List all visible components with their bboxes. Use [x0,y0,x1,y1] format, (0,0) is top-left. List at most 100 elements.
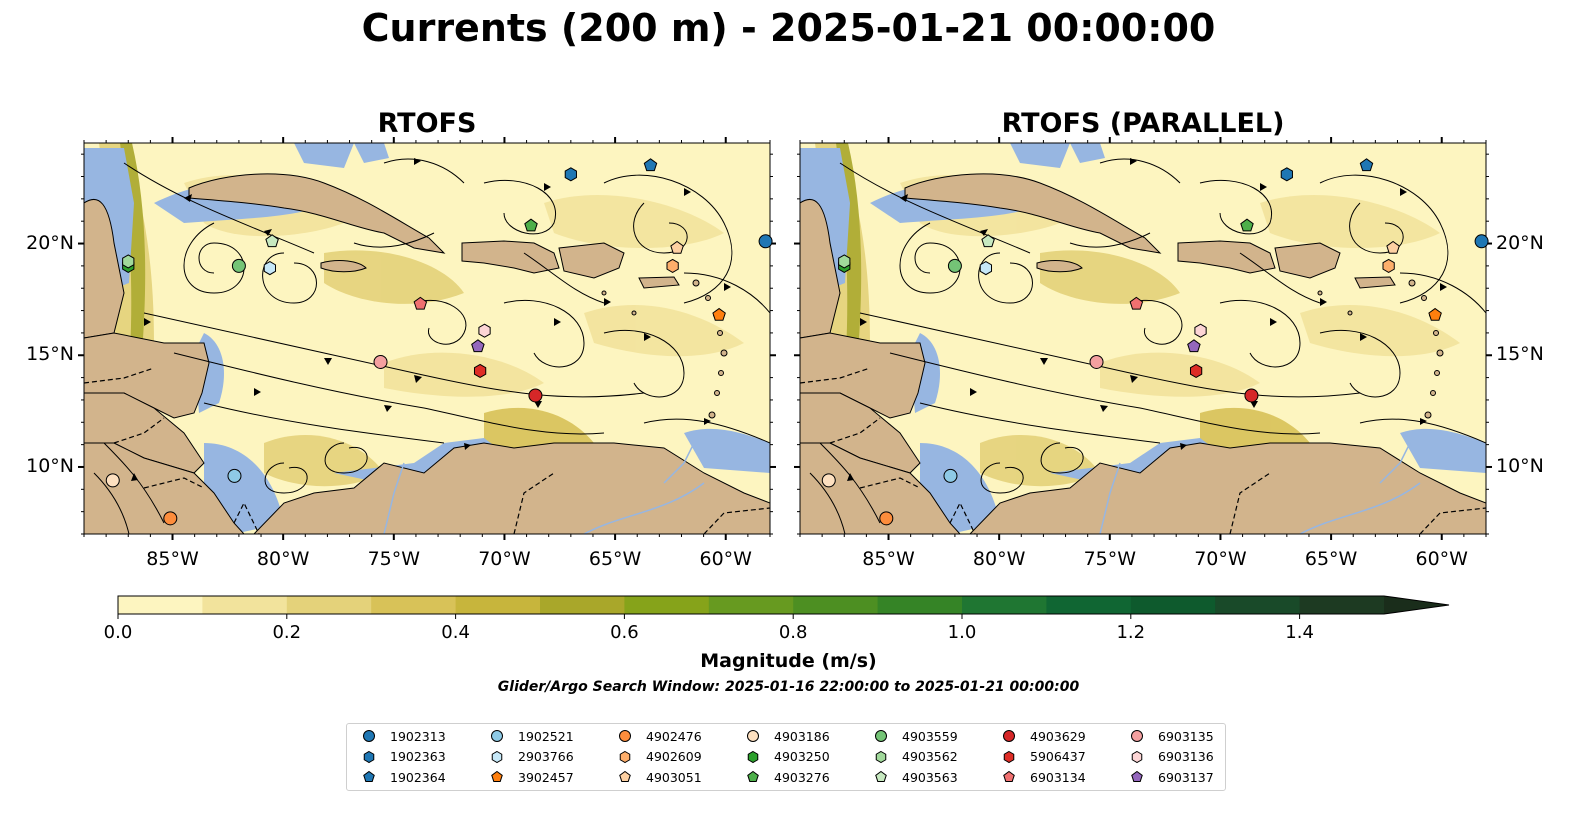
legend-item: 4903563 [874,767,958,787]
legend-marker-4903250 [747,750,759,763]
legend-marker-1902364 [363,770,375,782]
lat-tick-label: 10°N [1496,454,1544,477]
legend-label: 6903134 [1030,769,1086,785]
float-marker-6903137 [471,339,485,353]
legend-label: 6903137 [1158,769,1214,785]
axis-ticks [78,137,1492,540]
legend-marker-icon [363,730,375,742]
float-marker-6903134 [413,296,428,310]
float-marker-5906437 [473,363,487,378]
map-panel-rtofs [84,143,770,534]
colorbar-tick-label: 0.2 [272,622,302,643]
legend-marker-icon [619,750,631,763]
lon-tick-label: 75°W [1083,548,1137,570]
float-marker-4903559 [947,258,962,273]
legend-item: 4903250 [746,747,830,767]
legend-item: 1902521 [490,726,574,746]
legend-marker-1902313 [363,730,375,742]
legend-item: 4903051 [618,767,702,787]
float-marker-2903766 [263,261,277,276]
float-marker-4903051 [1386,240,1400,254]
legend-label: 4903276 [774,769,830,785]
float-marker-4903051 [670,240,684,254]
colorbar-tick-label: 1.0 [947,622,977,643]
float-marker-4902476 [879,511,894,526]
float-marker-1902313 [1474,234,1489,249]
legend-label: 5906437 [1030,749,1086,764]
panel-title-right: RTOFS (PARALLEL) [1001,108,1285,139]
legend-marker-1902521 [491,730,503,742]
lat-tick-label: 15°N [1496,343,1544,366]
legend-marker-4903559 [875,730,887,742]
legend-marker-4902609 [619,750,631,763]
legend-marker-3902457 [491,770,503,782]
float-marker-1902364 [643,158,658,172]
lon-tick-label: 65°W [588,548,642,570]
legend-item: 6903135 [1130,726,1214,746]
float-marker-4902476 [163,511,178,526]
legend-marker-icon [875,750,887,763]
float-marker-3902457 [712,307,726,321]
legend-item: 6903136 [1130,747,1214,767]
legend-marker-icon [747,750,759,763]
legend-marker-4903051 [619,770,631,782]
colorbar-tick-label: 0.6 [610,622,639,643]
legend-item: 3902457 [490,767,574,787]
legend-marker-icon [1131,730,1143,742]
legend-item: 4902609 [618,747,702,767]
legend-item: 6903137 [1130,767,1214,787]
legend-item: 1902363 [362,747,446,767]
float-marker-1902364 [1359,158,1374,172]
legend-marker-icon [875,730,887,742]
legend-marker-1902363 [363,750,375,763]
float-marker-4902609 [1382,258,1395,273]
legend-label: 4903051 [646,769,702,785]
float-legend: 1902313 1902363 1902364 1902521 2903766 39024… [346,723,1226,791]
legend-label: 1902313 [390,728,446,744]
float-marker-4903276 [1240,218,1254,232]
float-marker-1902521 [943,468,958,483]
legend-marker-icon [491,730,503,742]
legend-marker-icon [1131,750,1143,763]
float-marker-1902313 [758,234,773,249]
float-marker-4903186 [105,473,120,488]
legend-marker-icon [491,770,503,782]
legend-item: 4903629 [1002,726,1086,746]
legend-marker-icon [491,750,503,763]
legend-marker-4903563 [875,770,887,782]
legend-label: 4902476 [646,728,702,744]
legend-marker-4903562 [875,750,887,763]
legend-item: 4903562 [874,747,958,767]
legend-marker-icon [747,770,759,782]
legend-marker-4903186 [747,730,759,742]
lon-tick-label: 60°W [1415,548,1468,570]
figure-title: Currents (200 m) - 2025-01-21 00:00:00 [361,6,1216,50]
legend-marker-4902476 [619,730,631,742]
legend-label: 4903186 [774,728,830,744]
legend-item: 4903559 [874,726,958,746]
legend-marker-icon [1003,750,1015,763]
legend-label: 4903559 [902,728,958,744]
float-marker-6903136 [1194,323,1207,338]
legend-label: 4903563 [902,769,958,785]
legend-item: 1902313 [362,726,446,746]
colorbar-tick-label: 0.0 [103,622,133,643]
float-marker-6903135 [373,354,388,369]
map-panel-rtofs-parallel [800,143,1486,534]
float-marker-1902521 [227,468,242,483]
float-marker-4902609 [666,258,679,273]
legend-item: 2903766 [490,747,574,767]
lon-tick-label: 75°W [367,548,421,570]
legend-marker-icon [875,770,887,782]
lon-tick-label: 70°W [478,548,531,570]
legend-marker-icon [619,730,631,742]
float-marker-4903562 [838,254,851,269]
legend-marker-2903766 [491,750,503,763]
legend-label: 4902609 [646,749,702,764]
lon-tick-label: 65°W [1304,548,1358,570]
legend-marker-icon [363,750,375,763]
search-window-text: Glider/Argo Search Window: 2025-01-16 22… [497,679,1080,695]
lat-tick-label: 15°N [26,343,74,366]
legend-marker-icon [363,770,375,782]
colorbar-tick-label: 1.4 [1285,622,1314,643]
